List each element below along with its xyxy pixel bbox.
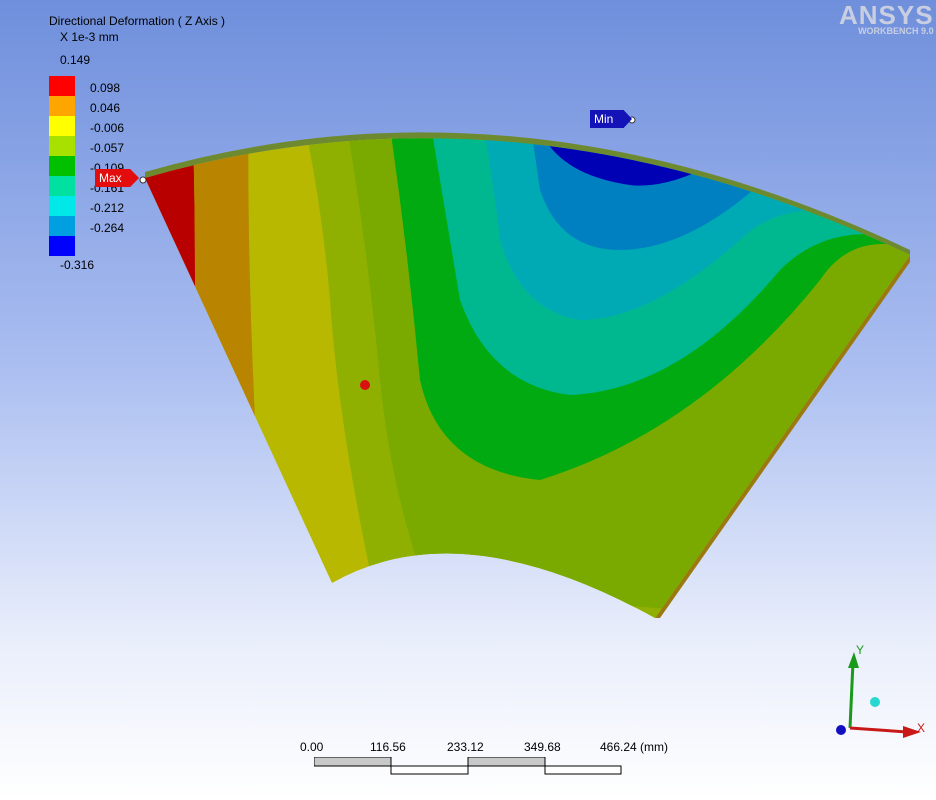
legend-swatch: [49, 176, 75, 196]
min-probe-label[interactable]: Min: [590, 110, 632, 128]
legend-unit: X 1e-3 mm: [60, 30, 119, 44]
scale-bar: 0.00 116.56 233.12 349.68 466.24 (mm): [300, 738, 700, 788]
legend-max-value: 0.149: [60, 53, 91, 67]
max-probe-label[interactable]: Max: [95, 169, 139, 187]
axis-triad[interactable]: Y X: [825, 640, 935, 740]
ansys-logo: ANSYS WORKBENCH 9.0: [839, 2, 934, 36]
legend-level-label: 0.098: [90, 81, 121, 95]
legend-swatch: [49, 196, 75, 216]
scale-tick: 349.68: [524, 740, 561, 754]
probe-point: [360, 380, 370, 390]
legend-color-bar: [49, 76, 75, 256]
legend-title: Directional Deformation ( Z Axis ): [49, 14, 226, 28]
scale-tick: 466.24 (mm): [600, 740, 669, 754]
legend-swatch: [49, 216, 75, 236]
legend-level-label: -0.057: [90, 141, 125, 155]
legend-swatch: [49, 116, 75, 136]
logo-sub: WORKBENCH 9.0: [858, 26, 934, 36]
legend-swatch: [49, 76, 75, 96]
deformation-contours: [145, 138, 910, 618]
legend-swatch: [49, 96, 75, 116]
legend-level-label: 0.046: [90, 101, 121, 115]
legend-swatch: [49, 136, 75, 156]
logo-name: ANSYS: [839, 0, 934, 30]
axis-y-label: Y: [856, 643, 864, 657]
scale-tick: 233.12: [447, 740, 484, 754]
legend-level-label: -0.212: [90, 201, 125, 215]
scale-tick: 0.00: [300, 740, 324, 754]
max-marker: [139, 176, 147, 184]
axis-x-label: X: [917, 721, 925, 735]
contour-band-2: [145, 138, 255, 600]
legend-swatch: [49, 156, 75, 176]
legend-min-value: -0.316: [60, 258, 95, 272]
legend-swatch: [49, 236, 75, 256]
legend-level-label: -0.264: [90, 221, 125, 235]
scale-bar-graphic: [314, 757, 622, 775]
scale-tick: 116.56: [370, 740, 406, 754]
legend-level-label: -0.006: [90, 121, 125, 135]
